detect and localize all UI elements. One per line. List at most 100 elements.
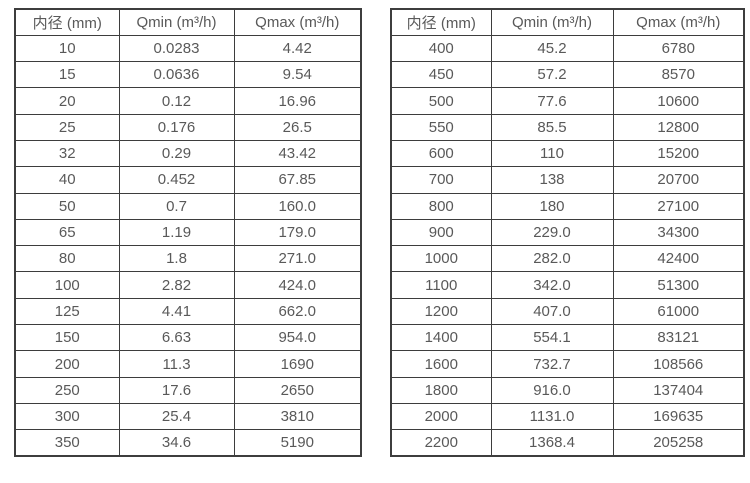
- table-cell: 300: [14, 402, 120, 431]
- table-cell: 34.6: [118, 429, 235, 457]
- table-cell: 27100: [612, 192, 745, 220]
- table-cell: 15: [14, 61, 120, 89]
- table-cell: 137404: [612, 376, 745, 404]
- table-cell: 550: [390, 113, 492, 141]
- table-row: 10 0.0283 4.42: [14, 34, 362, 63]
- table-cell: 1400: [390, 324, 492, 352]
- table-cell: 2200: [390, 429, 492, 457]
- table-row: 1600 732.7 108566: [390, 350, 745, 378]
- table-cell: 8570: [612, 61, 745, 89]
- table-row: 50 0.7 160.0: [14, 192, 362, 220]
- table-row: 1400 554.1 83121: [390, 324, 745, 352]
- table-row: 400 45.2 6780: [390, 34, 745, 63]
- table-cell: 407.0: [490, 297, 614, 326]
- table-cell: 0.7: [118, 192, 235, 220]
- table-cell: 57.2: [490, 61, 614, 89]
- table-cell: 6.63: [118, 324, 235, 352]
- table-row: 150 6.63 954.0: [14, 324, 362, 352]
- table-cell: 1100: [390, 271, 492, 299]
- table-row: 40 0.452 67.85: [14, 166, 362, 194]
- table-cell: 43.42: [233, 139, 362, 168]
- table-cell: 350: [14, 429, 120, 457]
- table-row: 300 25.4 3810: [14, 402, 362, 431]
- column-header: Qmax (m³/h): [233, 8, 362, 36]
- table-cell: 1600: [390, 350, 492, 378]
- table-cell: 900: [390, 218, 492, 247]
- table-cell: 282.0: [490, 245, 614, 273]
- table-cell: 45.2: [490, 34, 614, 63]
- table-cell: 100: [14, 271, 120, 299]
- table-cell: 424.0: [233, 271, 362, 299]
- table-cell: 6780: [612, 34, 745, 63]
- column-header: Qmin (m³/h): [490, 8, 614, 36]
- table-cell: 0.0283: [118, 34, 235, 63]
- table-cell: 67.85: [233, 166, 362, 194]
- table-cell: 9.54: [233, 61, 362, 89]
- table-cell: 65: [14, 218, 120, 247]
- table-cell: 32: [14, 139, 120, 168]
- table-cell: 160.0: [233, 192, 362, 220]
- table-cell: 205258: [612, 429, 745, 457]
- table-cell: 250: [14, 376, 120, 404]
- table-cell: 16.96: [233, 87, 362, 115]
- table-row: 100 2.82 424.0: [14, 271, 362, 299]
- table-row: 500 77.6 10600: [390, 87, 745, 115]
- table-cell: 5190: [233, 429, 362, 457]
- column-header: 内径 (mm): [14, 8, 120, 36]
- table-cell: 51300: [612, 271, 745, 299]
- table-row: 350 34.6 5190: [14, 429, 362, 457]
- table-cell: 342.0: [490, 271, 614, 299]
- table-cell: 169635: [612, 402, 745, 431]
- diameter-flow-table-large-sizes: 内径 (mm) Qmin (m³/h) Qmax (m³/h) 400 45.2 6780…: [390, 8, 745, 458]
- table-row: 1000 282.0 42400: [390, 245, 745, 273]
- table-cell: 20700: [612, 166, 745, 194]
- table-cell: 10600: [612, 87, 745, 115]
- column-header: Qmax (m³/h): [612, 8, 745, 36]
- table-row: 65 1.19 179.0: [14, 218, 362, 247]
- table-row: 20 0.12 16.96: [14, 87, 362, 115]
- table-cell: 61000: [612, 297, 745, 326]
- table-row: 1100 342.0 51300: [390, 271, 745, 299]
- table-cell: 2000: [390, 402, 492, 431]
- table-cell: 600: [390, 139, 492, 168]
- table-cell: 400: [390, 34, 492, 63]
- table-cell: 1000: [390, 245, 492, 273]
- table-cell: 1690: [233, 350, 362, 378]
- table-cell: 77.6: [490, 87, 614, 115]
- header-row: 内径 (mm) Qmin (m³/h) Qmax (m³/h): [14, 8, 362, 36]
- column-header: 内径 (mm): [390, 8, 492, 36]
- table-cell: 662.0: [233, 297, 362, 326]
- table-row: 450 57.2 8570: [390, 61, 745, 89]
- table-cell: 0.176: [118, 113, 235, 141]
- table-row: 2200 1368.4 205258: [390, 429, 745, 457]
- table-row: 800 180 27100: [390, 192, 745, 220]
- table-cell: 80: [14, 245, 120, 273]
- table-cell: 954.0: [233, 324, 362, 352]
- table-cell: 34300: [612, 218, 745, 247]
- table-cell: 4.42: [233, 34, 362, 63]
- table-cell: 12800: [612, 113, 745, 141]
- table-row: 80 1.8 271.0: [14, 245, 362, 273]
- table-cell: 108566: [612, 350, 745, 378]
- table-row: 550 85.5 12800: [390, 113, 745, 141]
- table-row: 700 138 20700: [390, 166, 745, 194]
- table-cell: 0.452: [118, 166, 235, 194]
- table-cell: 2650: [233, 376, 362, 404]
- table-cell: 0.12: [118, 87, 235, 115]
- table-cell: 1800: [390, 376, 492, 404]
- table-cell: 1.8: [118, 245, 235, 273]
- table-cell: 42400: [612, 245, 745, 273]
- table-cell: 500: [390, 87, 492, 115]
- table-row: 25 0.176 26.5: [14, 113, 362, 141]
- column-header: Qmin (m³/h): [118, 8, 235, 36]
- table-cell: 732.7: [490, 350, 614, 378]
- table-cell: 450: [390, 61, 492, 89]
- table-cell: 1131.0: [490, 402, 614, 431]
- table-cell: 3810: [233, 402, 362, 431]
- table-row: 125 4.41 662.0: [14, 297, 362, 326]
- table-row: 32 0.29 43.42: [14, 139, 362, 168]
- table-row: 200 11.3 1690: [14, 350, 362, 378]
- table-cell: 271.0: [233, 245, 362, 273]
- table-cell: 1.19: [118, 218, 235, 247]
- table-cell: 110: [490, 139, 614, 168]
